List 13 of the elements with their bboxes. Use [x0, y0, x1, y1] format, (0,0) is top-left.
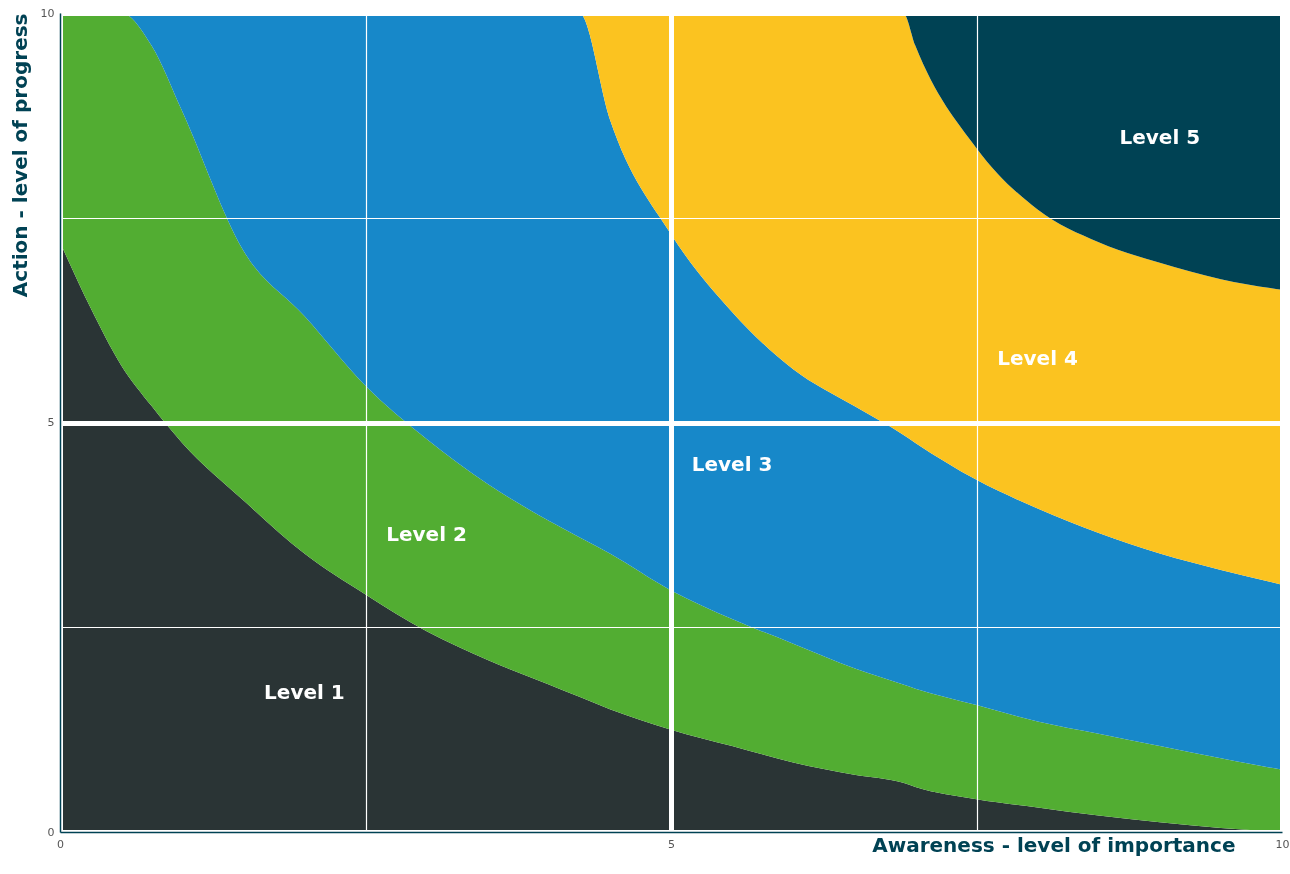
series-label: Level 3 [691, 452, 773, 477]
y-tick-label: 0 [47, 825, 55, 839]
y-tick-label: 5 [47, 416, 55, 429]
x-tick-label: 5 [668, 837, 675, 851]
y-axis-title: Action - level of progress [7, 13, 32, 298]
series-label: Level 2 [386, 522, 467, 547]
x-tick-label: 0 [57, 837, 64, 851]
x-axis-title: Awareness - level of importance [872, 832, 1236, 857]
y-tick-label: 10 [40, 6, 55, 20]
series-label: Level 4 [997, 346, 1078, 371]
series-label: Level 1 [264, 679, 345, 704]
x-tick-label: 10 [1275, 837, 1290, 851]
series-label: Level 5 [1119, 124, 1201, 149]
